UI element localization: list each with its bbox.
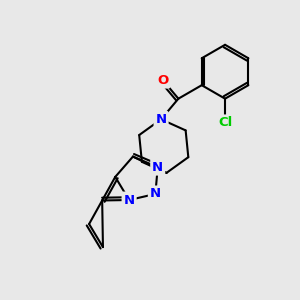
Text: N: N [155,113,167,126]
Text: N: N [124,194,135,206]
Text: O: O [157,74,168,87]
Text: N: N [150,188,161,200]
Text: N: N [152,160,163,174]
Text: Cl: Cl [218,116,232,129]
